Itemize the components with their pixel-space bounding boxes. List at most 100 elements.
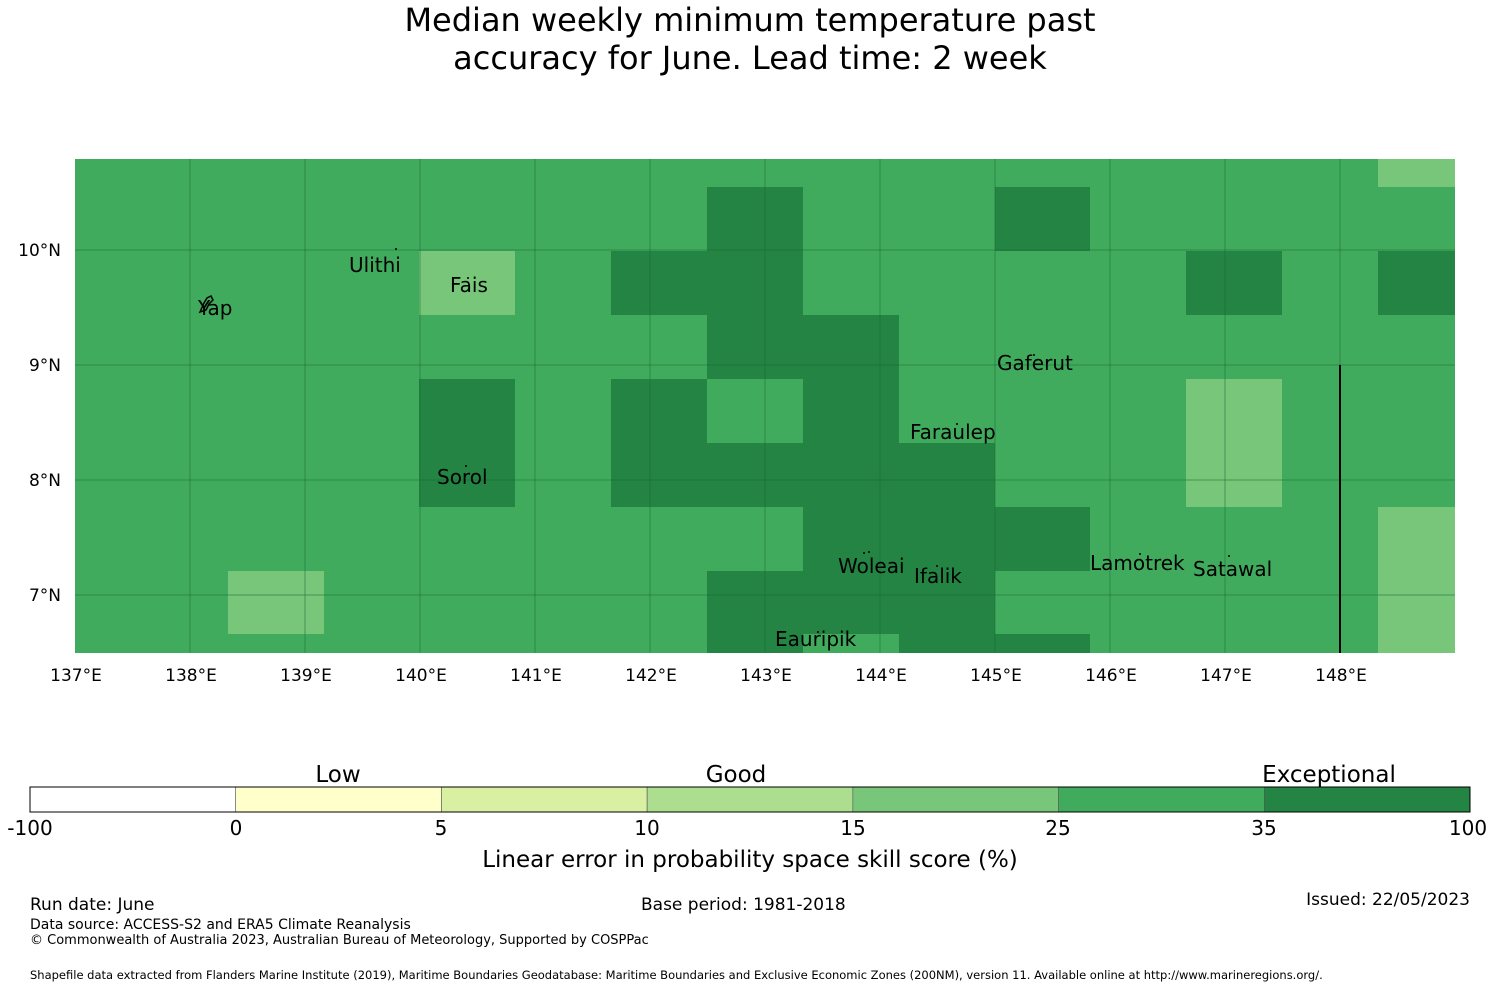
place-label-satawal: Satawal bbox=[1193, 557, 1272, 581]
mid-cells bbox=[707, 379, 803, 443]
colorbar-tick-label: 5 bbox=[435, 816, 448, 840]
lon-label: 141°E bbox=[510, 666, 562, 686]
grid-cell bbox=[707, 443, 995, 507]
grid-cell bbox=[419, 379, 515, 507]
shapefile-credit: Shapefile data extracted from Flanders M… bbox=[30, 968, 1323, 982]
grid-cell bbox=[1378, 159, 1455, 187]
category-label-good: Good bbox=[706, 762, 767, 788]
colorbar-tick-label: 15 bbox=[840, 816, 865, 840]
grid-cell bbox=[707, 187, 803, 251]
lon-label: 137°E bbox=[50, 666, 102, 686]
island-dot bbox=[1033, 354, 1035, 356]
run-date: Run date: June bbox=[30, 895, 155, 915]
gridlines bbox=[75, 159, 1455, 653]
lon-label: 147°E bbox=[1200, 666, 1252, 686]
colorbar: Low Good Exceptional -100 0 5 10 15 25 3… bbox=[7, 762, 1487, 873]
island-dot bbox=[467, 277, 469, 279]
place-label-ifalik: Ifalik bbox=[914, 564, 962, 588]
place-label-ulithi: Ulithi bbox=[349, 253, 401, 277]
grid-cell bbox=[995, 634, 1090, 653]
lon-label: 146°E bbox=[1085, 666, 1137, 686]
copyright-notice: © Commonwealth of Australia 2023, Austra… bbox=[30, 933, 649, 948]
colorbar-ticks: -100 0 5 10 15 25 35 100 bbox=[7, 816, 1487, 840]
colorbar-segment bbox=[441, 786, 648, 813]
grid-cell bbox=[1186, 379, 1282, 507]
lon-label: 140°E bbox=[395, 666, 447, 686]
lon-label: 144°E bbox=[855, 666, 907, 686]
grid-cell bbox=[899, 634, 995, 653]
category-label-low: Low bbox=[315, 762, 360, 788]
data-source: Data source: ACCESS-S2 and ERA5 Climate … bbox=[30, 917, 411, 933]
colorbar-tick-label: 25 bbox=[1045, 816, 1070, 840]
grid-cell bbox=[707, 571, 995, 634]
lat-label: 9°N bbox=[29, 356, 61, 376]
place-label-faraulep: Faraulep bbox=[910, 420, 996, 444]
lon-label: 142°E bbox=[625, 666, 677, 686]
grid-cell bbox=[419, 251, 515, 315]
lon-label: 143°E bbox=[740, 666, 792, 686]
island-dot bbox=[863, 552, 865, 554]
place-label-sorol: Sorol bbox=[437, 465, 488, 489]
colorbar-segment bbox=[646, 786, 854, 813]
island-dot bbox=[956, 423, 958, 425]
lon-label: 148°E bbox=[1315, 666, 1367, 686]
category-label-exceptional: Exceptional bbox=[1262, 762, 1396, 788]
place-label-gaferut: Gaferut bbox=[997, 351, 1073, 375]
island-markers bbox=[395, 248, 1230, 633]
grid-cell bbox=[707, 315, 899, 379]
island-dot bbox=[395, 248, 397, 250]
colorbar-tick-label: 0 bbox=[230, 816, 243, 840]
exceptional-cells bbox=[419, 187, 1455, 653]
longitude-labels: 137°E 138°E 139°E 140°E 141°E 142°E 143°… bbox=[50, 666, 1367, 686]
island-dot bbox=[1228, 555, 1230, 557]
place-label-lamotrek: Lamotrek bbox=[1090, 551, 1185, 575]
grid-cell bbox=[1186, 251, 1282, 315]
colorbar-title: Linear error in probability space skill … bbox=[482, 847, 1018, 873]
colorbar-tick-label: 10 bbox=[634, 816, 659, 840]
place-labels: Ulithi Fais Yap Gaferut Faraulep Sorol W… bbox=[197, 253, 1272, 651]
issued-date: Issued: 22/05/2023 bbox=[1306, 890, 1470, 910]
grid-cell bbox=[707, 379, 803, 443]
island-dot bbox=[817, 631, 819, 633]
colorbar-segment bbox=[1058, 786, 1265, 813]
lon-label: 139°E bbox=[280, 666, 332, 686]
lon-label: 145°E bbox=[970, 666, 1022, 686]
colorbar-segment bbox=[235, 786, 442, 813]
island-dot bbox=[868, 551, 870, 553]
grid-cell bbox=[803, 379, 899, 443]
grid-cell bbox=[803, 507, 995, 571]
colorbar-segment bbox=[29, 786, 237, 813]
lat-label: 7°N bbox=[29, 586, 61, 606]
light-cells bbox=[228, 159, 1455, 653]
latitude-labels: 10°N 9°N 8°N 7°N bbox=[18, 241, 61, 606]
grid-cell bbox=[995, 507, 1090, 571]
grid-cell bbox=[611, 379, 707, 507]
colorbar-frame bbox=[29, 786, 1471, 813]
island-dot bbox=[1139, 553, 1141, 555]
place-label-eauripik: Eauripik bbox=[775, 627, 857, 651]
colorbar-tick-label: 100 bbox=[1449, 816, 1487, 840]
title-line-2: accuracy for June. Lead time: 2 week bbox=[453, 39, 1047, 77]
grid-cell bbox=[995, 187, 1090, 251]
lat-label: 10°N bbox=[18, 241, 61, 261]
place-label-woleai: Woleai bbox=[838, 554, 905, 578]
grid-cell bbox=[1378, 507, 1455, 653]
grid-cell bbox=[228, 571, 324, 634]
lat-label: 8°N bbox=[29, 471, 61, 491]
base-period: Base period: 1981-2018 bbox=[641, 895, 846, 915]
colorbar-segment bbox=[1263, 786, 1471, 813]
map-panel: Ulithi Fais Yap Gaferut Faraulep Sorol W… bbox=[18, 159, 1455, 686]
colorbar-tick-label: 35 bbox=[1251, 816, 1276, 840]
place-label-yap: Yap bbox=[197, 296, 232, 320]
island-dot bbox=[936, 565, 938, 567]
colorbar-segment bbox=[852, 786, 1059, 813]
title-line-1: Median weekly minimum temperature past bbox=[404, 1, 1096, 39]
colorbar-segments bbox=[29, 786, 1471, 813]
grid-cell bbox=[611, 251, 803, 315]
grid-cell bbox=[707, 634, 803, 653]
grid-cell bbox=[1378, 251, 1455, 315]
colorbar-tick-label: -100 bbox=[7, 816, 52, 840]
place-label-fais: Fais bbox=[450, 273, 488, 297]
yap-island-outline bbox=[198, 294, 214, 314]
